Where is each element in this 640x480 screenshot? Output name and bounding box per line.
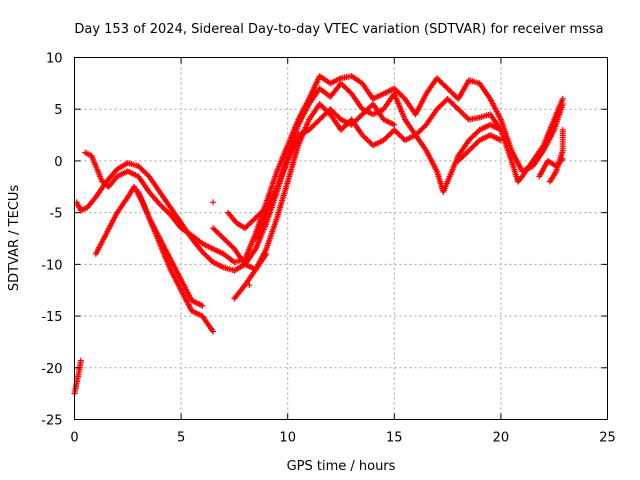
y-tick-label: 10 (46, 52, 63, 67)
data-point (497, 126, 504, 133)
y-tick-label: -20 (41, 362, 62, 377)
data-point (559, 101, 566, 108)
x-tick-label: 20 (493, 431, 510, 446)
plot-frame (74, 57, 608, 420)
data-point (199, 302, 206, 309)
data-points (71, 73, 566, 397)
data-point (263, 204, 270, 211)
data-point (391, 121, 398, 128)
y-tick-label: 5 (54, 103, 62, 118)
x-tick-label: 5 (177, 431, 185, 446)
x-tick-label: 10 (279, 431, 296, 446)
data-point (559, 155, 566, 162)
y-tick-label: -5 (50, 207, 63, 222)
data-point (497, 137, 504, 144)
grid-lines (74, 57, 608, 420)
y-tick-label: -10 (41, 258, 62, 273)
chart-title: Day 153 of 2024, Sidereal Day-to-day VTE… (74, 22, 603, 37)
y-tick-label: -15 (41, 310, 62, 325)
data-point (210, 328, 217, 335)
y-axis-label: SDTVAR / TECUs (7, 185, 22, 292)
y-tick-label: -25 (41, 414, 62, 429)
data-point (210, 199, 217, 206)
x-tick-label: 25 (599, 431, 616, 446)
data-point (246, 282, 253, 289)
x-tick-label: 0 (70, 431, 78, 446)
data-point (77, 357, 84, 364)
axis-ticks: 0 5 10 15 20 25 10 5 0 -5 -10 -15 -20 -25 (41, 52, 616, 446)
data-point (263, 251, 270, 258)
data-point (464, 115, 471, 122)
y-tick-label: 0 (54, 155, 62, 170)
data-point (262, 205, 269, 212)
data-point (559, 126, 566, 133)
x-tick-label: 15 (386, 431, 403, 446)
x-axis-label: GPS time / hours (287, 459, 396, 474)
data-point (559, 95, 566, 102)
